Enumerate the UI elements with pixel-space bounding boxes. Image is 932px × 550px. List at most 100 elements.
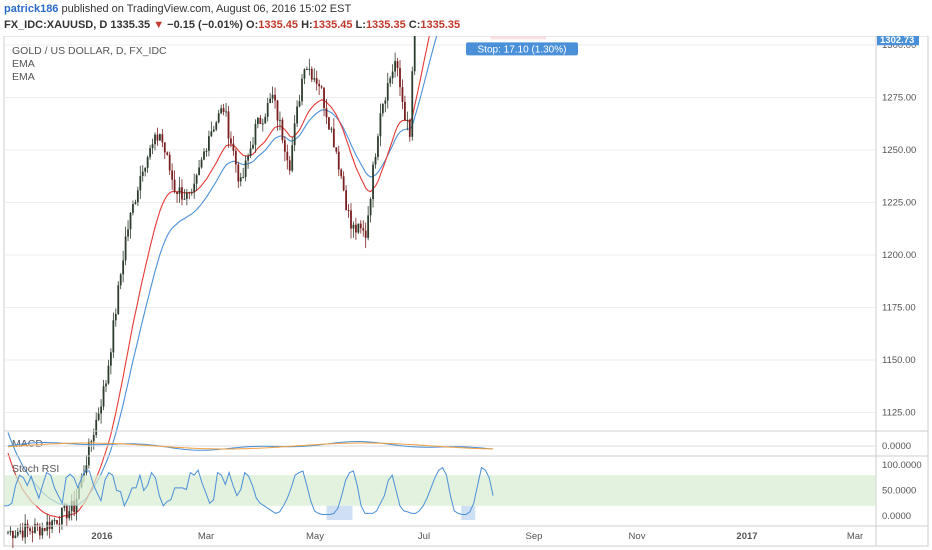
candle-body xyxy=(389,78,392,84)
candle-body xyxy=(283,140,286,152)
candle-body xyxy=(379,113,382,137)
candle-body xyxy=(161,134,164,143)
candle-body xyxy=(117,285,120,314)
candle-body xyxy=(168,154,171,171)
candle-body xyxy=(68,511,71,519)
legend-ema-1: EMA xyxy=(12,58,35,70)
price-axis[interactable]: 1125.00 1150.00 1175.00 1200.00 1225.00 1250.… xyxy=(875,36,919,546)
candle-body xyxy=(308,68,311,70)
candle-body xyxy=(391,71,394,79)
candle-body xyxy=(61,507,63,525)
down-arrow-icon: ▼ xyxy=(153,19,165,31)
candle-body xyxy=(220,108,223,114)
candle-body xyxy=(247,155,249,161)
candle-body xyxy=(367,215,370,238)
open-value: 1335.45 xyxy=(258,19,299,31)
chart-frame xyxy=(3,36,929,547)
candle-body xyxy=(303,69,306,79)
candle-body xyxy=(225,111,227,113)
candle-body xyxy=(411,71,414,137)
candle-body xyxy=(127,229,129,237)
candle-body xyxy=(296,106,298,124)
candle-body xyxy=(53,520,56,522)
published-text: published on TradingView.com, August 06,… xyxy=(61,3,352,15)
candle-body xyxy=(124,236,127,261)
candle-body xyxy=(276,100,279,121)
candle-body xyxy=(208,136,210,151)
candle-body xyxy=(92,434,95,442)
candle-body xyxy=(154,134,156,145)
candle-body xyxy=(340,169,343,177)
symbol-name: FX_IDC:XAUUSD, D xyxy=(4,19,108,31)
legend-title: GOLD / US DOLLAR, D, FX_IDC xyxy=(12,45,167,57)
candle-body xyxy=(399,67,401,88)
y-tick-label: 1300.00 xyxy=(882,40,916,51)
candle-body xyxy=(48,521,51,529)
oversold-zone xyxy=(326,505,353,520)
time-axis[interactable]: 2016 Mar May Jul Sep Nov 2017 Mar xyxy=(4,525,928,542)
candle-body xyxy=(198,167,200,176)
price-tag-value: 1302.73 xyxy=(880,36,914,46)
stoch-rsi-pane: Stoch RSI 100.0000 50.0000 0.0000 xyxy=(4,455,928,522)
chart-canvas[interactable]: weekly bullishmonthly bullishdaily beari… xyxy=(0,36,932,550)
candle-body xyxy=(242,176,245,178)
close-value: 1335.35 xyxy=(420,19,461,31)
x-tick-label: 2017 xyxy=(736,531,757,542)
candle-body xyxy=(190,192,193,194)
stoch-tick: 100.0000 xyxy=(882,460,922,471)
candle-body xyxy=(230,138,232,144)
y-tick-label: 1275.00 xyxy=(882,93,916,104)
candle-body xyxy=(264,116,267,124)
candle-body xyxy=(301,78,303,102)
candle-body xyxy=(232,143,235,151)
candle-body xyxy=(183,198,186,200)
close-label: C: xyxy=(408,19,421,31)
author-name[interactable]: patrick186 xyxy=(4,3,59,15)
stoch-label: Stoch RSI xyxy=(12,463,59,475)
candle-body xyxy=(362,228,365,231)
candle-body xyxy=(110,352,112,366)
candle-body xyxy=(73,500,76,513)
candle-body xyxy=(176,191,178,195)
candle-body xyxy=(95,419,98,435)
candle-body xyxy=(306,69,308,71)
candle-body xyxy=(136,190,139,203)
candle-body xyxy=(254,124,257,145)
candle-body xyxy=(200,159,203,168)
candle-body xyxy=(237,164,240,182)
candle-body xyxy=(114,313,117,321)
low-value: 1335.35 xyxy=(365,19,406,31)
candle-body xyxy=(149,148,151,158)
x-tick-label: Nov xyxy=(629,531,646,542)
candle-body xyxy=(271,94,274,99)
candle-body xyxy=(87,442,90,466)
low-label: L: xyxy=(355,19,366,31)
candle-body xyxy=(58,523,61,525)
x-tick-label: 2016 xyxy=(91,531,112,542)
stoch-band xyxy=(4,475,876,506)
candle-body xyxy=(298,101,301,107)
x-tick-label: Jul xyxy=(418,531,430,542)
candle-body xyxy=(384,100,387,104)
x-tick-label: Mar xyxy=(198,531,214,542)
grid-lines xyxy=(4,44,876,413)
candle-body xyxy=(21,530,24,538)
candle-body xyxy=(134,202,137,205)
candle-body xyxy=(281,119,284,141)
macd-tick: 0.0000 xyxy=(882,441,911,452)
candle-body xyxy=(12,530,14,539)
candle-body xyxy=(159,134,161,141)
candle-body xyxy=(105,383,107,387)
stop-zone xyxy=(490,36,546,40)
candle-body xyxy=(320,86,323,88)
candle-body xyxy=(335,147,338,152)
chart-legend: GOLD / US DOLLAR, D, FX_IDC EMA EMA xyxy=(12,45,167,83)
candle-body xyxy=(36,524,39,526)
candle-body xyxy=(239,177,242,182)
candle-body xyxy=(386,83,389,101)
candle-body xyxy=(146,157,149,168)
candle-body xyxy=(406,119,409,121)
candle-body xyxy=(325,108,328,118)
candle-body xyxy=(310,68,313,80)
candle-body xyxy=(323,87,325,109)
